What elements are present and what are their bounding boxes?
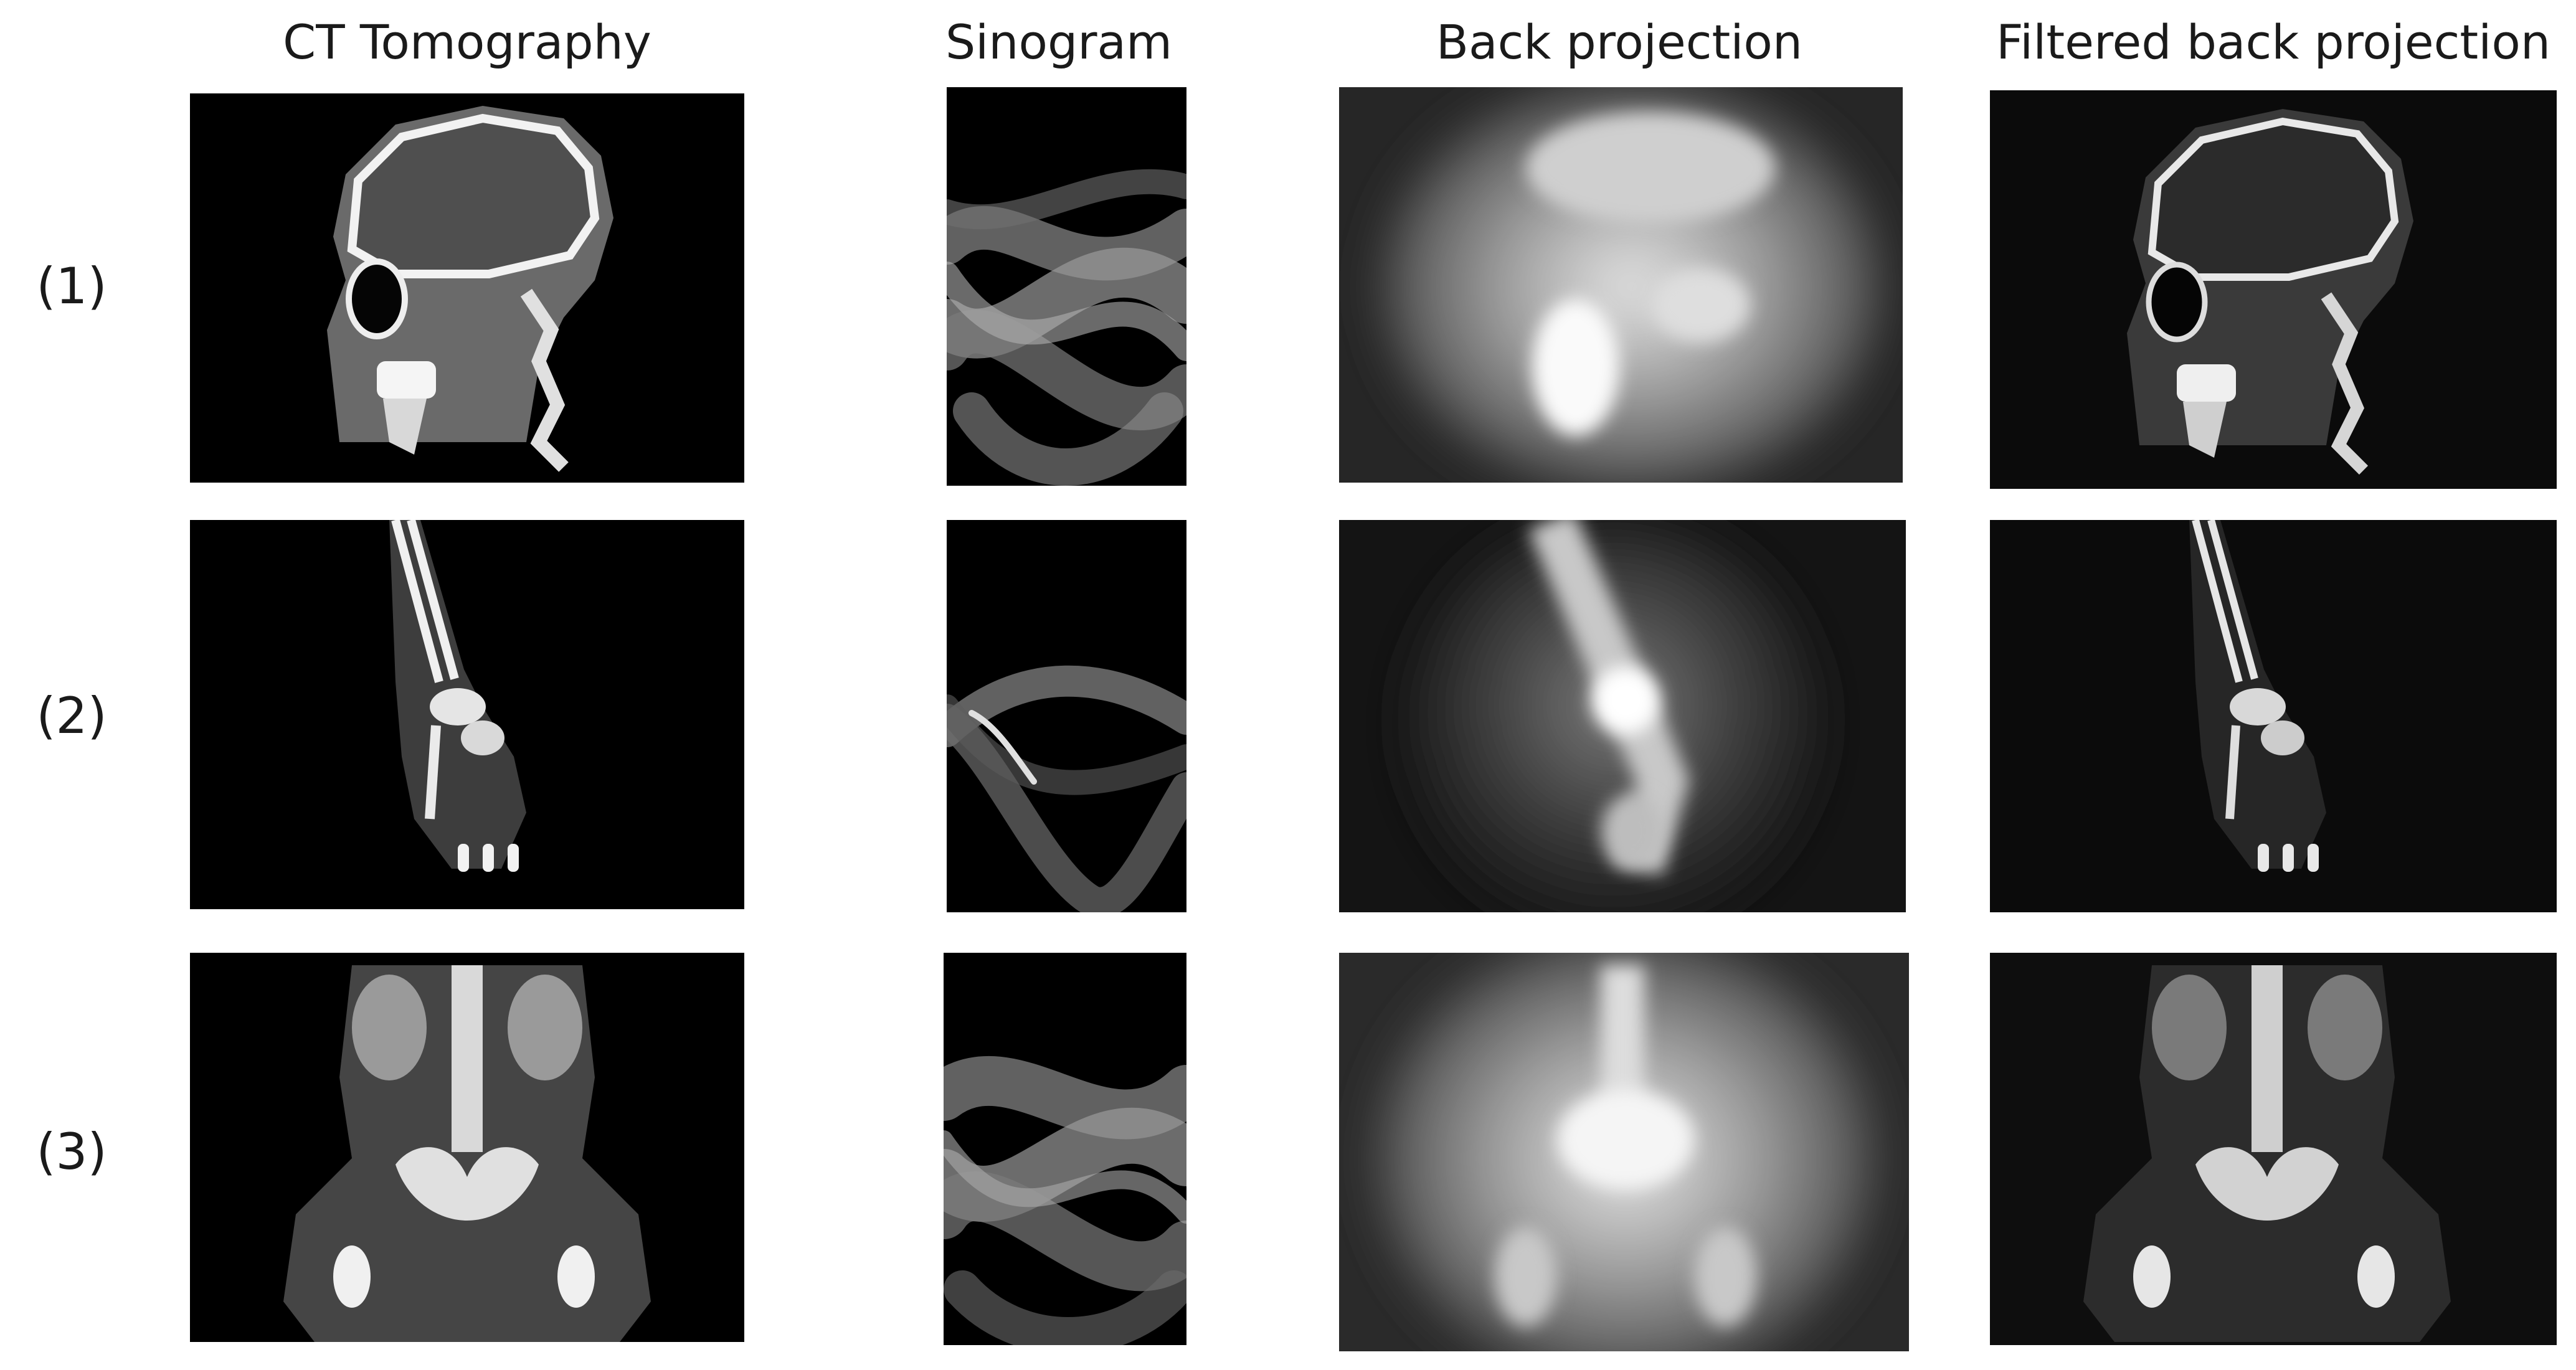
column-title-filtered-back-projection: Filtered back projection — [1996, 14, 2551, 70]
filtered-back-projection-torso — [1990, 953, 2557, 1345]
column-title-sinogram: Sinogram — [945, 14, 1173, 70]
sinogram-torso — [944, 953, 1186, 1345]
filtered-back-projection-head — [1990, 90, 2557, 489]
row-label-3: (3) — [36, 1123, 107, 1181]
back-projection-hand — [1339, 520, 1906, 912]
ct-image-hand — [190, 520, 744, 909]
back-projection-head — [1339, 87, 1903, 483]
column-title-back-projection: Back projection — [1436, 14, 1803, 70]
ct-image-head — [190, 93, 744, 483]
row-label-2: (2) — [36, 687, 107, 745]
sinogram-head — [947, 87, 1186, 486]
filtered-back-projection-hand — [1990, 520, 2557, 912]
back-projection-torso — [1339, 953, 1909, 1351]
column-title-ct: CT Tomography — [283, 14, 651, 70]
sinogram-hand — [947, 520, 1186, 912]
ct-image-torso — [190, 953, 744, 1342]
row-label-1: (1) — [36, 257, 107, 315]
